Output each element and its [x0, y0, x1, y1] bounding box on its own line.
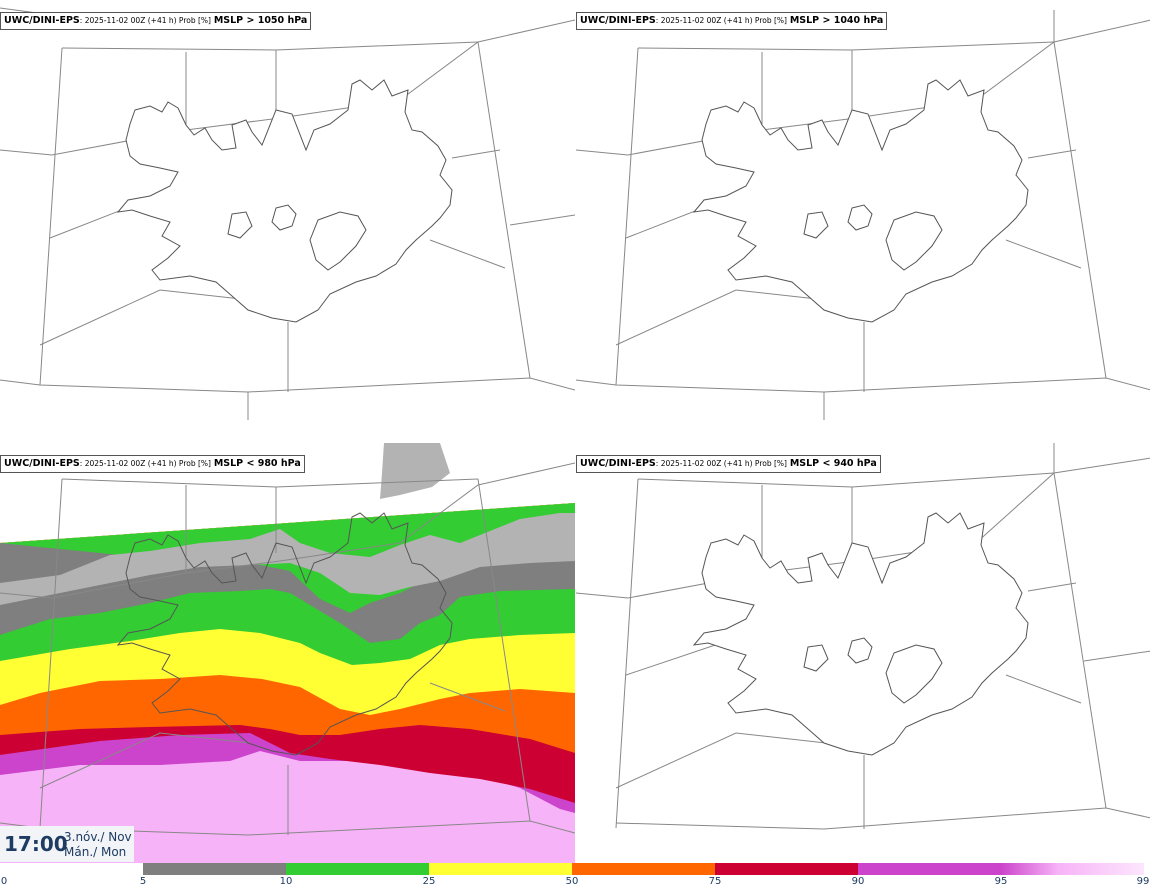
model-label: UWC/DINI-EPS [4, 458, 80, 469]
map-panel-1040: UWC/DINI-EPS: 2025-11-02 00Z (+41 h) Pro… [576, 0, 1150, 432]
colorbar-tick-label: 95 [994, 876, 1008, 887]
colorbar-tick-label: 10 [279, 876, 293, 887]
map-panel-1050: UWC/DINI-EPS: 2025-11-02 00Z (+41 h) Pro… [0, 0, 575, 432]
condition-label: MSLP > 1040 hPa [789, 15, 884, 26]
condition-label: MSLP < 980 hPa [213, 458, 301, 469]
colorbar-segment [572, 863, 715, 875]
valid-time: 17:00 [4, 832, 68, 856]
panel-title: UWC/DINI-EPS: 2025-11-02 00Z (+41 h) Pro… [576, 455, 881, 473]
map-canvas [576, 10, 1150, 420]
colorbar-tick-label: 99 [1136, 876, 1150, 887]
run-label: : 2025-11-02 00Z (+41 h) Prob [%] [79, 459, 211, 468]
colorbar-tick-label: 75 [708, 876, 722, 887]
colorbar-tick-label: 0 [0, 876, 8, 887]
colorbar-segment [715, 863, 858, 875]
run-label: : 2025-11-02 00Z (+41 h) Prob [%] [655, 459, 787, 468]
map-panel-980: UWC/DINI-EPS: 2025-11-02 00Z (+41 h) Pro… [0, 443, 575, 875]
panel-title: UWC/DINI-EPS: 2025-11-02 00Z (+41 h) Pro… [0, 455, 305, 473]
model-label: UWC/DINI-EPS [580, 458, 656, 469]
valid-time-box: 17:00 3.nóv./ Nov Mán./ Mon [0, 826, 134, 862]
colorbar-segment [1001, 863, 1144, 875]
panel-title: UWC/DINI-EPS: 2025-11-02 00Z (+41 h) Pro… [0, 12, 312, 30]
colorbar-tick-label: 90 [851, 876, 865, 887]
colorbar-segment [143, 863, 286, 875]
condition-label: MSLP < 940 hPa [789, 458, 877, 469]
run-label: : 2025-11-02 00Z (+41 h) Prob [%] [79, 16, 211, 25]
map-canvas [576, 443, 1150, 830]
colorbar-segment [286, 863, 429, 875]
panel-title: UWC/DINI-EPS: 2025-11-02 00Z (+41 h) Pro… [576, 12, 888, 30]
colorbar-tick-label: 25 [422, 876, 436, 887]
run-label: : 2025-11-02 00Z (+41 h) Prob [%] [655, 16, 787, 25]
model-label: UWC/DINI-EPS [580, 15, 656, 26]
map-canvas [0, 7, 575, 420]
probability-fill [0, 443, 575, 863]
model-label: UWC/DINI-EPS [4, 15, 80, 26]
map-panel-940: UWC/DINI-EPS: 2025-11-02 00Z (+41 h) Pro… [576, 443, 1150, 875]
colorbar-tick-label: 5 [139, 876, 147, 887]
colorbar-tick-label: 50 [565, 876, 579, 887]
colorbar-segment [429, 863, 572, 875]
map-canvas [0, 443, 575, 863]
condition-label: MSLP > 1050 hPa [213, 15, 308, 26]
colorbar-segment [858, 863, 1001, 875]
valid-date-line2: Mán./ Mon [64, 845, 127, 859]
valid-date-line1: 3.nóv./ Nov [64, 830, 132, 844]
